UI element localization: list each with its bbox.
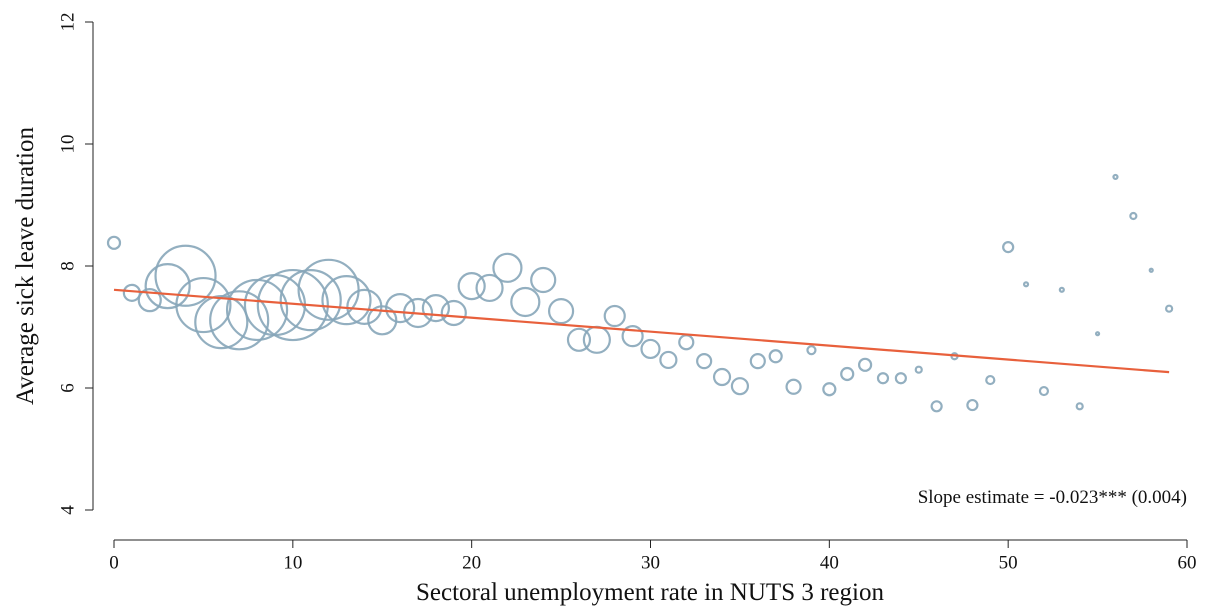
bubble [1129,211,1138,221]
x-tick-label: 40 [820,552,839,573]
bubble [857,357,873,372]
bubble [492,252,523,283]
bubble [1075,402,1084,411]
bubble [209,290,270,351]
bubble [421,293,450,323]
y-tick-label: 4 [57,505,78,515]
x-tick-label: 20 [462,552,481,573]
bubble [530,266,557,294]
bubble [547,298,575,325]
bubble [175,276,232,334]
bubble [1038,385,1050,397]
bubble [122,283,141,302]
bubble [1002,240,1015,254]
bubble [785,378,802,395]
x-tick-label: 30 [641,552,660,573]
bubble [510,286,541,318]
bubble [678,334,695,351]
bubble [279,269,342,332]
bubble [876,372,890,385]
x-tick-label: 10 [283,552,302,573]
bubble [440,299,467,327]
bubble [640,338,661,360]
bubble [822,382,837,397]
y-axis-title: Average sick leave duration [12,127,39,405]
y-tick-label: 12 [57,13,78,32]
bubble [475,273,504,303]
bubble [1094,331,1101,337]
bubble [256,268,329,342]
bubble [1148,267,1154,273]
x-tick-label: 0 [109,552,119,573]
bubble [768,349,783,364]
bubble [154,244,217,307]
x-tick-label: 50 [999,552,1018,573]
bubble [712,367,732,387]
trend-line [113,288,1170,374]
bubble [840,366,855,382]
bubble [1022,281,1030,288]
bubble [106,235,122,250]
annotation: Slope estimate = -0.023*** (0.004) [918,487,1187,508]
bubble [985,374,996,386]
y-tick-label: 6 [57,383,78,393]
bubble [696,353,713,370]
bubble [457,272,486,301]
bubble [621,325,644,348]
y-tick-label: 8 [57,261,78,271]
bubble [385,292,416,324]
bubble [749,353,766,370]
bubble [1165,304,1174,313]
bubble [894,372,907,385]
bubble [603,304,626,328]
bubble [659,350,678,370]
bubble [566,327,592,352]
bubble [144,263,191,310]
bubble [582,325,611,354]
bubble [966,398,979,412]
bubble [137,288,162,313]
bubble [1112,173,1119,181]
bubble [730,377,750,396]
bubble [297,258,360,321]
x-tick-label: 60 [1178,552,1197,573]
bubble [806,345,817,356]
bubble [1058,286,1065,293]
bubble [321,275,372,326]
y-tick-label: 10 [57,135,78,154]
bubble [930,400,943,413]
bubble [194,295,249,350]
x-axis-title: Sectoral unemployment rate in NUTS 3 reg… [416,579,884,606]
bubble [367,305,398,336]
bubble [914,365,923,374]
